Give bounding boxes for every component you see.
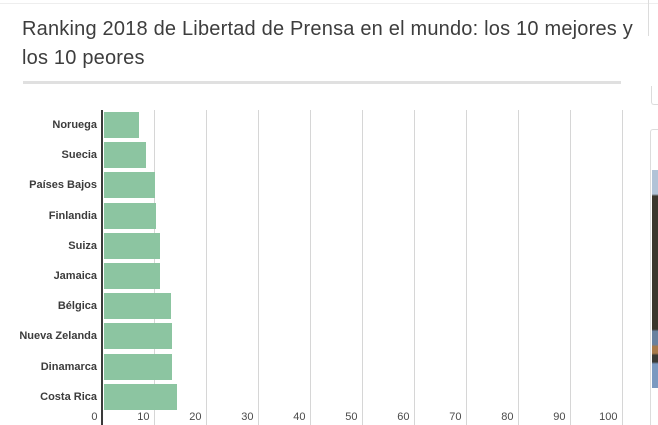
chart-title-line2: los 10 peores: [22, 47, 145, 69]
bar-0: [104, 112, 139, 138]
category-label-2: Países Bajos: [29, 179, 97, 192]
category-label-5: Jamaica: [53, 270, 97, 282]
bar-8: [104, 353, 172, 380]
bar-2: [104, 172, 155, 199]
top-border-line: [0, 3, 658, 4]
x-tick-label-10: 10: [137, 411, 150, 423]
category-label-9: Costa Rica: [40, 390, 97, 403]
clipped-card-corner: [651, 86, 658, 105]
x-tick-label-70: 70: [449, 411, 462, 423]
bar-3: [104, 202, 156, 229]
chart-title-line1: Ranking 2018 de Libertad de Prensa en el…: [22, 18, 633, 40]
bar-9: [104, 383, 178, 410]
category-label-6: Bélgica: [57, 300, 97, 313]
category-label-3: Finlandia: [48, 209, 97, 222]
category-label-0: Noruega: [52, 119, 97, 131]
x-tick-label-30: 30: [241, 411, 254, 423]
chart-title: Ranking 2018 de Libertad de Prensa en el…: [22, 15, 633, 73]
x-gridline-100: [622, 110, 623, 425]
x-gridline-40: [310, 110, 311, 425]
bar-5: [104, 263, 161, 289]
x-gridline-30: [258, 110, 259, 425]
bar-7: [104, 323, 172, 350]
y-axis-line: [101, 110, 103, 425]
x-tick-label-60: 60: [397, 411, 410, 423]
category-label-8: Dinamarca: [40, 360, 97, 373]
clipped-card-edge-top: [648, 0, 649, 36]
x-gridline-60: [414, 110, 415, 425]
bar-1: [104, 142, 147, 169]
x-tick-label-40: 40: [293, 411, 306, 423]
x-gridline-20: [206, 110, 207, 425]
x-tick-label-0: 0: [91, 411, 98, 423]
bar-4: [104, 232, 161, 259]
x-tick-label-50: 50: [345, 411, 358, 423]
x-tick-label-100: 100: [599, 411, 618, 423]
category-label-1: Suecia: [61, 149, 97, 162]
bar-6: [104, 293, 172, 320]
x-gridline-90: [570, 110, 571, 425]
x-gridline-80: [518, 110, 519, 425]
x-tick-label-80: 80: [501, 411, 514, 423]
x-tick-label-20: 20: [189, 411, 202, 423]
title-divider: [23, 81, 621, 84]
x-gridline-70: [466, 110, 467, 425]
x-gridline-50: [362, 110, 363, 425]
x-tick-label-90: 90: [553, 411, 566, 423]
category-label-4: Suiza: [68, 239, 97, 252]
clipped-thumbnail-image: [652, 170, 658, 388]
category-label-7: Nueva Zelanda: [19, 330, 97, 343]
